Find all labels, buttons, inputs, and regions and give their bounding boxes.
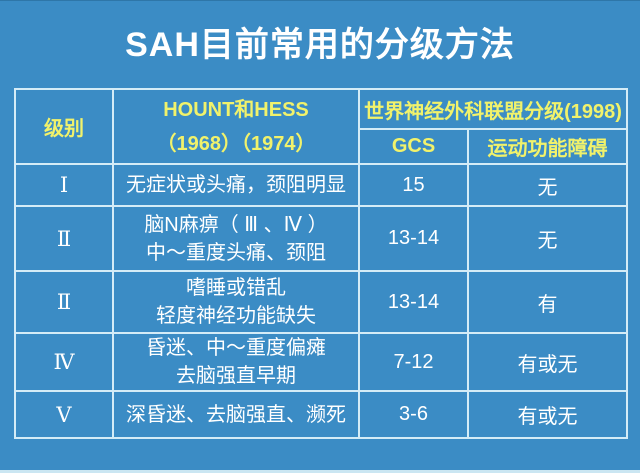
- motor-cell: 有或无: [467, 332, 628, 392]
- top-edge-line: [0, 0, 640, 1]
- column-header-grade: 级别: [14, 88, 114, 165]
- description-line: 深昏迷、去脑强直、濒死: [126, 403, 346, 426]
- description-line: 嗜睡或错乱: [186, 277, 286, 299]
- motor-cell: 有: [467, 270, 628, 334]
- column-header-hount-hess: HOUNT和HESS （1968）（1974）: [112, 88, 360, 165]
- motor-cell: 无: [467, 163, 628, 207]
- description-line: 昏迷、中～重度偏瘫: [146, 337, 326, 359]
- column-group-header-wfns: 世界神经外科联盟分级(1998): [358, 88, 628, 130]
- page-title: SAH目前常用的分级方法: [125, 26, 515, 64]
- gcs-cell: 7-12: [358, 332, 469, 392]
- table-row: Ⅱ 嗜睡或错乱 轻度神经功能缺失 13-14 有: [14, 270, 628, 334]
- gcs-cell: 3-6: [358, 390, 469, 439]
- column-header-motor: 运动功能障碍: [467, 128, 628, 165]
- description-line: 轻度神经功能缺失: [156, 305, 316, 327]
- description-line: 中～重度头痛、颈阻: [146, 241, 326, 264]
- description-cell: 嗜睡或错乱 轻度神经功能缺失: [112, 270, 360, 334]
- description-cell: 昏迷、中～重度偏瘫 去脑强直早期: [112, 332, 360, 392]
- gcs-cell: 13-14: [358, 205, 469, 272]
- grade-cell: Ⅱ: [14, 270, 114, 334]
- table-row: Ⅱ 脑N麻痹（ Ⅲ 、Ⅳ ） 中～重度头痛、颈阻 13-14 无: [14, 205, 628, 272]
- grade-cell: Ⅱ: [14, 205, 114, 272]
- table-row: Ⅰ 无症状或头痛，颈阻明显 15 无: [14, 163, 628, 207]
- description-line: 去脑强直早期: [176, 365, 296, 387]
- description-line: 脑N麻痹（ Ⅲ 、Ⅳ ）: [144, 213, 328, 236]
- description-line: 无症状或头痛，颈阻明显: [126, 174, 346, 196]
- motor-cell: 无: [467, 205, 628, 272]
- bottom-edge-strip: [0, 470, 640, 473]
- grade-cell: Ⅴ: [14, 390, 114, 439]
- gcs-cell: 15: [358, 163, 469, 207]
- hount-hess-line2: （1968）（1974）: [156, 132, 316, 155]
- grade-cell: Ⅰ: [14, 163, 114, 207]
- hount-hess-line1: HOUNT和HESS: [163, 98, 309, 121]
- description-cell: 深昏迷、去脑强直、濒死: [112, 390, 360, 439]
- motor-cell: 有或无: [467, 390, 628, 439]
- gcs-cell: 13-14: [358, 270, 469, 334]
- table-row: Ⅳ 昏迷、中～重度偏瘫 去脑强直早期 7-12 有或无: [14, 332, 628, 392]
- column-header-gcs: GCS: [358, 128, 469, 165]
- table-header-row-1: 级别 HOUNT和HESS （1968）（1974） 世界神经外科联盟分级(19…: [14, 88, 628, 165]
- table-header-row-2: GCS 运动功能障碍: [15, 128, 628, 165]
- table-row: Ⅴ 深昏迷、去脑强直、濒死 3-6 有或无: [14, 390, 628, 439]
- description-cell: 无症状或头痛，颈阻明显: [112, 163, 360, 207]
- description-cell: 脑N麻痹（ Ⅲ 、Ⅳ ） 中～重度头痛、颈阻: [112, 205, 360, 272]
- grading-table: 级别 HOUNT和HESS （1968）（1974） 世界神经外科联盟分级(19…: [14, 88, 628, 439]
- grade-cell: Ⅳ: [14, 332, 114, 392]
